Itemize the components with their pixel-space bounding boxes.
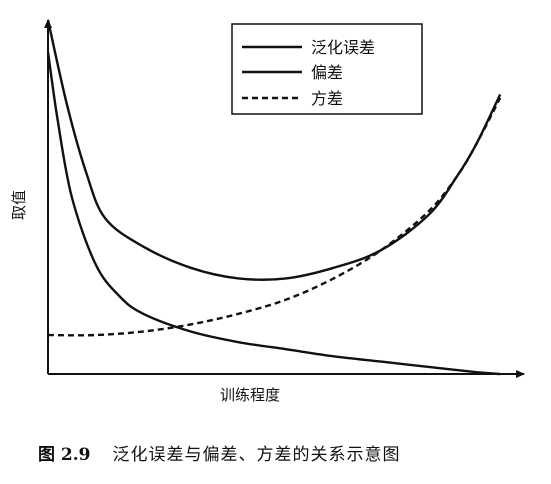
series-line-variance	[47, 97, 502, 337]
legend-label-generalization-error: 泛化误差	[311, 38, 375, 57]
figure-caption-text: 泛化误差与偏差、方差的关系示意图	[112, 445, 401, 465]
legend-label-bias: 偏差	[311, 63, 343, 82]
series-line-bias	[46, 51, 501, 376]
figure-number: 图 2.9	[38, 445, 91, 465]
x-axis-label: 训练程度	[220, 386, 280, 404]
y-axis-label: 取值	[10, 190, 28, 220]
legend: 泛化误差 偏差 方差	[231, 23, 423, 115]
legend-label-variance: 方差	[311, 89, 343, 108]
figure-caption: 图 2.9 泛化误差与偏差、方差的关系示意图	[38, 440, 401, 465]
